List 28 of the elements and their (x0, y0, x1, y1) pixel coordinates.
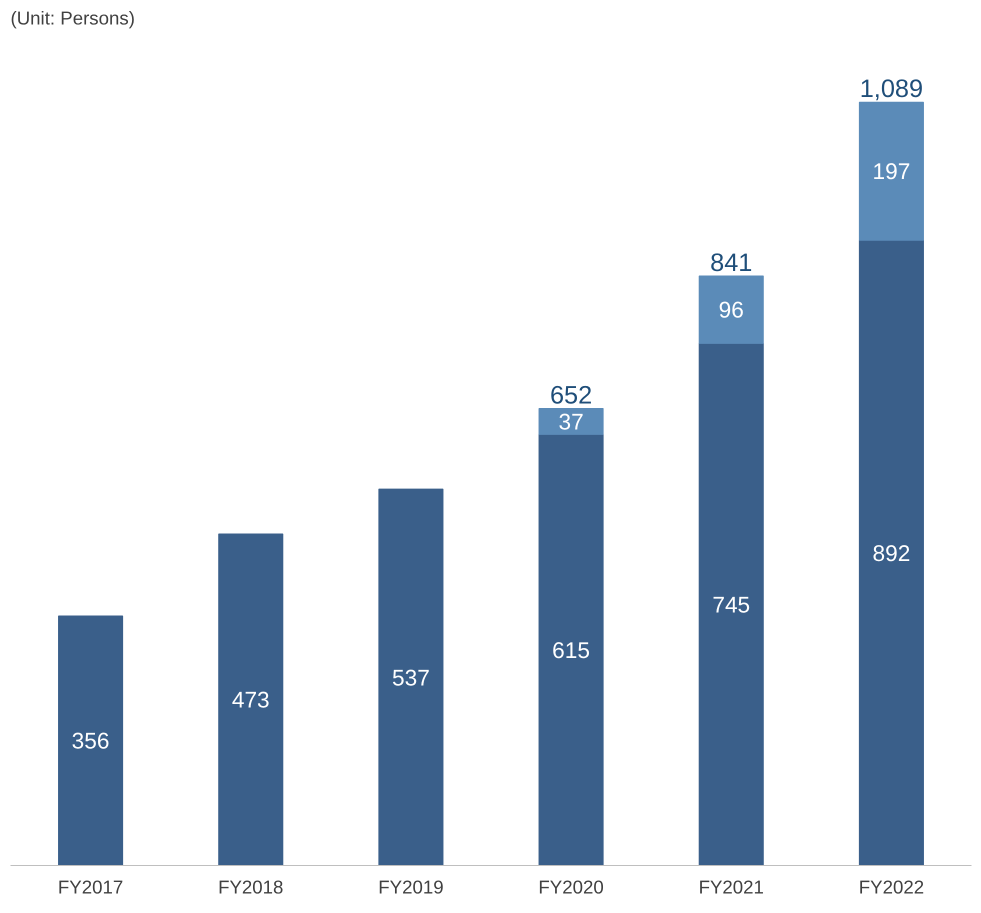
x-tick-label: FY2019 (378, 876, 444, 898)
total-label: 1,089 (860, 75, 924, 104)
bar (858, 240, 924, 866)
data-label: 615 (552, 636, 590, 663)
x-tick-label: FY2020 (538, 876, 604, 898)
bar (538, 434, 604, 866)
bar (538, 408, 604, 435)
data-label: 473 (232, 686, 270, 713)
data-label: 197 (872, 158, 910, 184)
bar (698, 342, 764, 866)
text: (Unit: Persons) (10, 8, 135, 28)
x-tick-label: FY2018 (218, 876, 284, 898)
total-label: 841 (710, 249, 752, 278)
x-tick-label: FY2017 (58, 876, 124, 898)
data-label: 745 (712, 591, 750, 618)
data-label: 537 (392, 664, 430, 690)
bar (858, 102, 924, 241)
bar (58, 615, 124, 866)
bar (218, 533, 284, 866)
data-label: 356 (72, 728, 110, 754)
data-label: 37 (558, 408, 584, 434)
total-label: 652 (550, 382, 592, 410)
bar (378, 488, 444, 866)
x-tick-label: FY2022 (858, 876, 924, 898)
data-label: 96 (718, 296, 744, 323)
bar (698, 276, 764, 344)
data-label: 892 (872, 540, 910, 566)
x-tick-label: FY2021 (698, 876, 764, 898)
